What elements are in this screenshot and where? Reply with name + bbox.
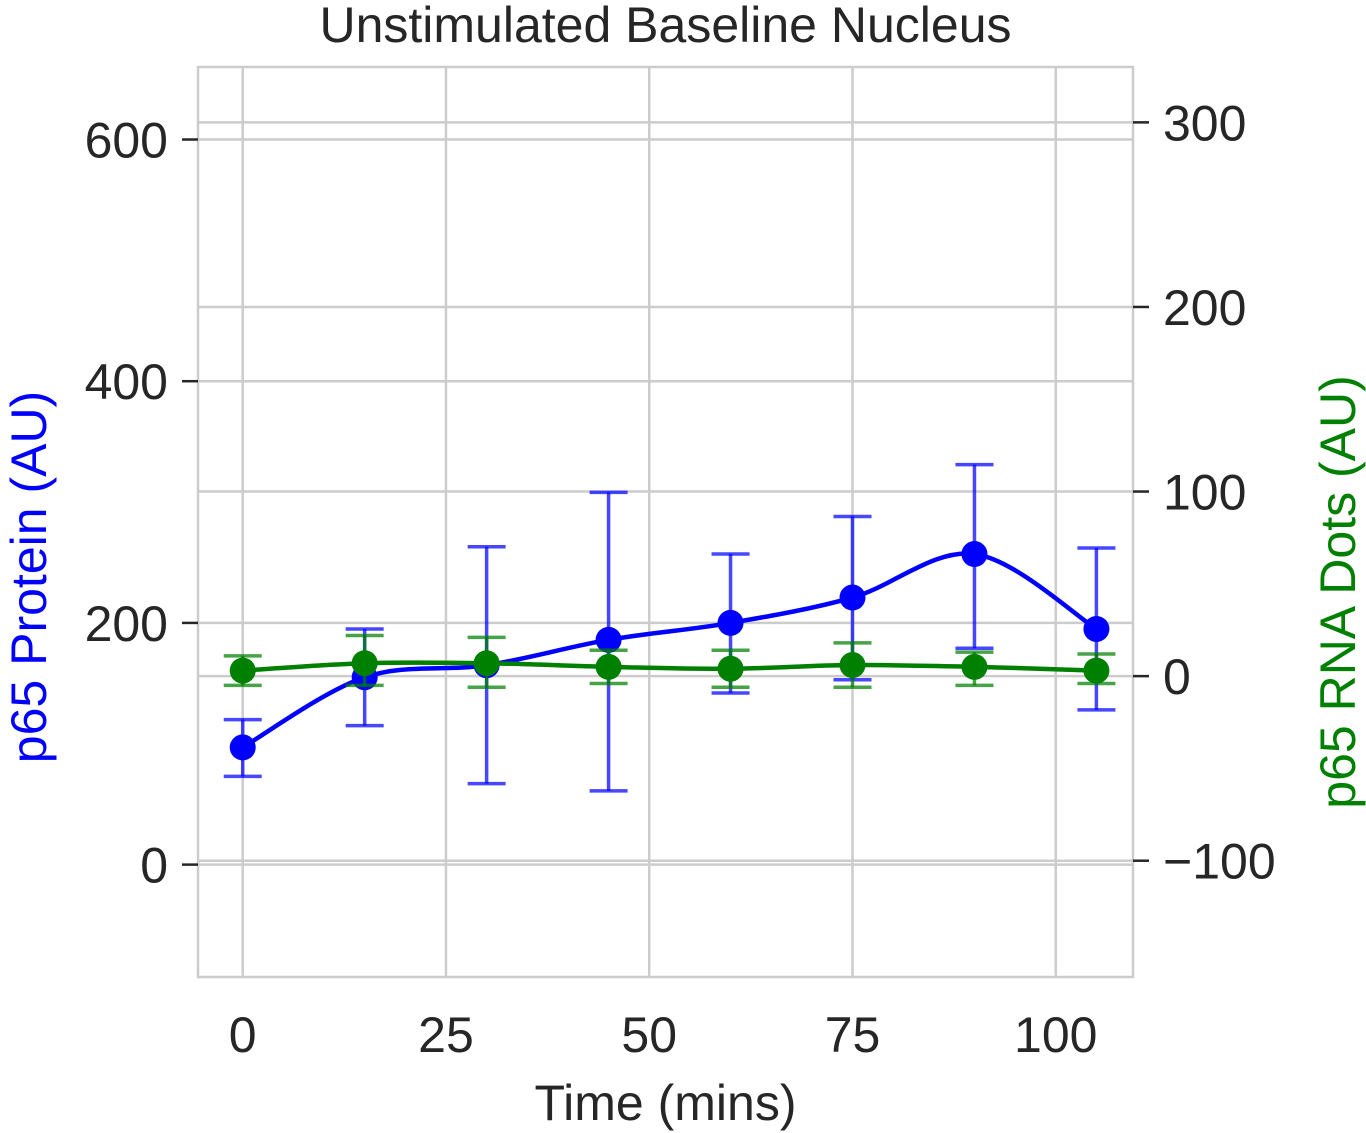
- data-point: [717, 655, 744, 682]
- data-point: [1083, 657, 1110, 684]
- data-point: [961, 653, 988, 680]
- data-point: [229, 734, 256, 761]
- data-point: [595, 626, 622, 653]
- y-axis-left-label: p65 Protein (AU): [1, 391, 57, 763]
- series-right: [223, 633, 1116, 689]
- plot-frame: [196, 65, 1135, 979]
- y-left-tick-label: 600: [85, 113, 168, 169]
- data-point: [839, 652, 866, 679]
- data-point: [961, 541, 988, 568]
- x-tick-label: 25: [418, 1007, 474, 1063]
- x-tick-label: 100: [1014, 1007, 1097, 1063]
- series-left: [223, 462, 1116, 793]
- y-right-tick-label: 300: [1163, 95, 1246, 151]
- series-line: [242, 660, 1097, 673]
- data-point: [229, 657, 256, 684]
- grid: [198, 67, 1133, 977]
- y-right-tick-label: 0: [1163, 649, 1191, 705]
- data-point: [473, 650, 500, 677]
- data-point: [595, 653, 622, 680]
- x-tick-label: 0: [229, 1007, 257, 1063]
- chart-title: Unstimulated Baseline Nucleus: [319, 0, 1011, 53]
- x-tick-label: 75: [825, 1007, 881, 1063]
- y-right-tick-label: −100: [1163, 834, 1276, 890]
- x-tick-label: 50: [621, 1007, 677, 1063]
- y-left-tick-label: 200: [85, 596, 168, 652]
- y-axis-right-label: p65 RNA Dots (AU): [1310, 375, 1366, 808]
- series: [223, 462, 1116, 793]
- x-axis-label: Time (mins): [534, 1075, 796, 1131]
- data-point: [839, 584, 866, 611]
- y-left-tick-label: 400: [85, 354, 168, 410]
- y-right-tick-label: 100: [1163, 465, 1246, 521]
- y-right-tick-label: 200: [1163, 280, 1246, 336]
- y-left-tick-label: 0: [140, 838, 168, 894]
- data-point: [717, 609, 744, 636]
- ticks: 0 25 50 75 100 0 200 400 600 −100 0 100 200 300: [85, 95, 1276, 1063]
- data-point: [1083, 615, 1110, 642]
- data-point: [351, 650, 378, 677]
